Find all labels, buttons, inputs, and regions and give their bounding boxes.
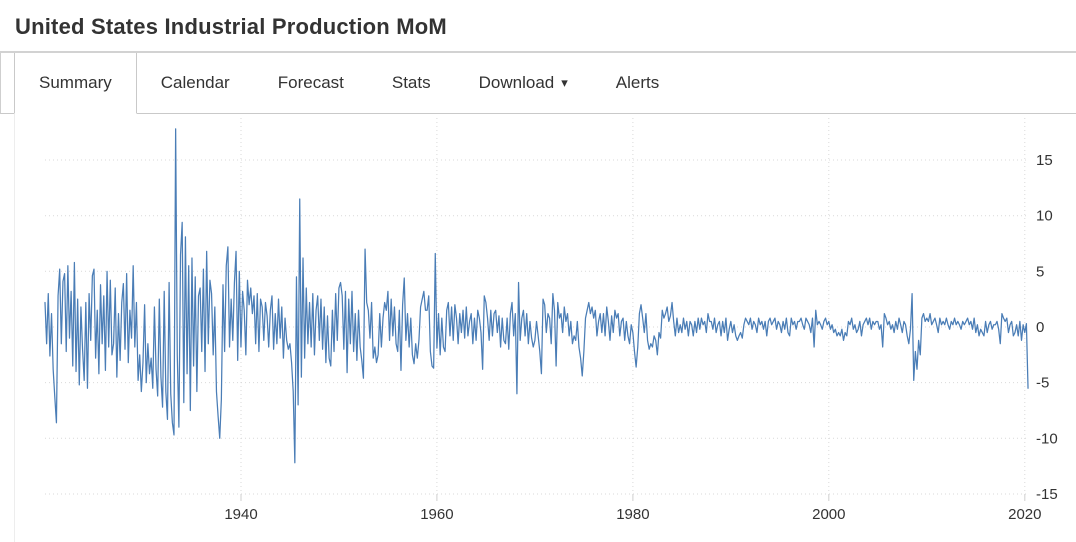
tab-summary-label: Summary [39,73,112,92]
page-header: United States Industrial Production MoM [0,0,1076,53]
y-axis-label: -5 [1036,375,1049,392]
y-axis-label: 15 [1036,152,1053,169]
chart-panel: 1940 1960 1980 2000 2020 15 10 5 0 -5 -10 -15 [0,114,1076,542]
y-axis-label: 10 [1036,208,1053,225]
tab-calendar[interactable]: Calendar [136,53,254,113]
tab-stats[interactable]: Stats [367,53,455,113]
tab-download[interactable]: Download ▾ [454,53,592,113]
y-axis-label: -10 [1036,430,1058,447]
tab-forecast-label: Forecast [277,73,344,92]
timeseries-chart[interactable]: 1940 1960 1980 2000 2020 15 10 5 0 -5 -10 -15 [0,114,1076,542]
y-axis-label: -15 [1036,486,1058,503]
tab-alerts-label: Alerts [615,73,660,92]
tab-summary[interactable]: Summary [14,53,137,114]
tab-calendar-label: Calendar [160,73,230,92]
x-axis-label: 2020 [1008,506,1041,523]
tab-stats-label: Stats [391,73,431,92]
y-axis-label: 5 [1036,263,1044,280]
y-axis-label: 0 [1036,319,1044,336]
x-axis-label: 1960 [420,506,453,523]
x-axis-label: 2000 [812,506,845,523]
tab-alerts[interactable]: Alerts [591,53,684,113]
tab-forecast[interactable]: Forecast [253,53,368,113]
page-title: United States Industrial Production MoM [15,14,447,39]
tab-bar: Summary Calendar Forecast Stats Download… [0,53,1076,114]
x-axis-label: 1940 [224,506,257,523]
x-axis-label: 1980 [616,506,649,523]
series-line [44,128,1029,464]
caret-down-icon: ▾ [561,75,568,90]
tab-download-label: Download [478,73,555,92]
panel-left-edge [14,114,15,542]
